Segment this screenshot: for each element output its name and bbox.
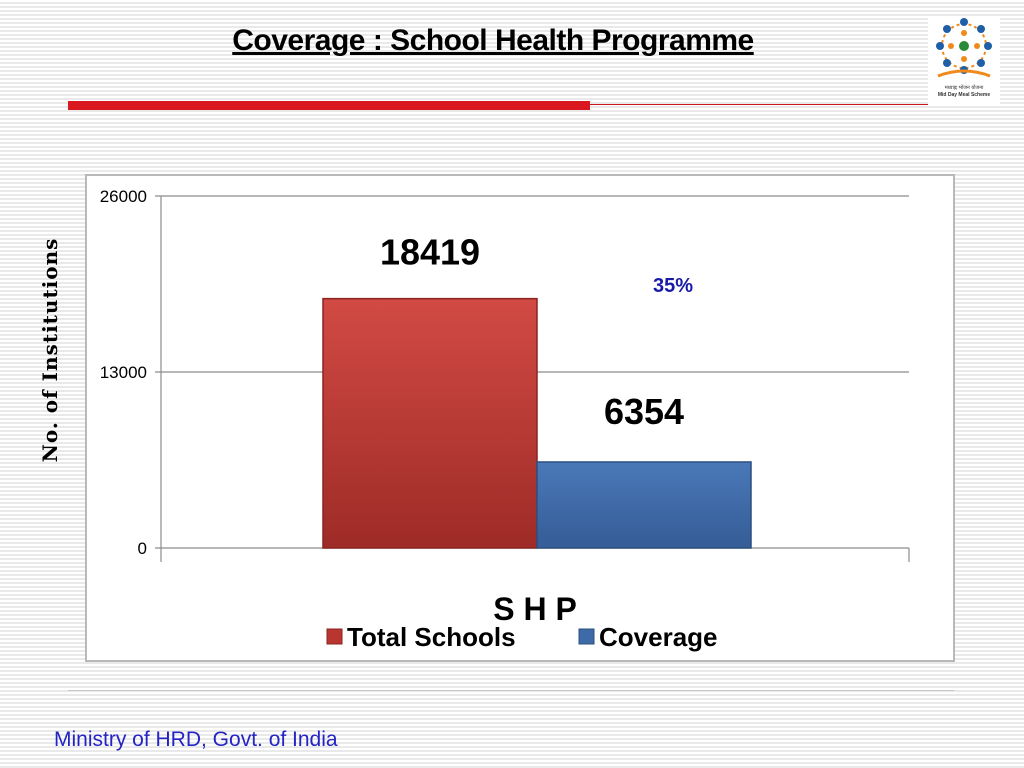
- legend-coverage-label: Coverage: [599, 622, 718, 652]
- legend-coverage-swatch: [578, 628, 595, 645]
- coverage-percent-annotation: 35%: [653, 275, 693, 297]
- bar-total-schools: [322, 297, 538, 549]
- footer-divider: [68, 690, 954, 691]
- data-label-coverage: 6354: [604, 391, 684, 432]
- legend-total-schools-swatch: [326, 628, 343, 645]
- logo-caption-hindi: मध्याह्न भोजन योजना: [944, 85, 984, 91]
- y-tick-label-2: 26000: [100, 187, 147, 206]
- mid-day-meal-logo: मध्याह्न भोजन योजना Mid Day Meal Scheme: [928, 16, 1000, 106]
- footer-ministry: Ministry of HRD, Govt. of India: [54, 728, 338, 751]
- title-accent-bar: [68, 101, 590, 110]
- bar-chart: 0 13000 26000 18419 6354 35% S H P Total Scho…: [100, 187, 910, 652]
- title-accent-line: [590, 104, 928, 105]
- legend-total-schools-label: Total Schools: [347, 622, 516, 652]
- data-label-total-schools: 18419: [380, 232, 480, 273]
- y-axis-title: No. of Institutions: [38, 237, 62, 463]
- y-tick-label-1: 13000: [100, 363, 147, 382]
- slide-title: Coverage : School Health Programme: [232, 24, 754, 57]
- chart-frame: 0 13000 26000 18419 6354 35% S H P Total Scho…: [85, 174, 955, 662]
- bar-coverage: [536, 461, 752, 549]
- x-axis-category-label: S H P: [493, 591, 577, 627]
- mid-day-meal-emblem-icon: [936, 18, 992, 78]
- y-tick-label-0: 0: [138, 539, 147, 558]
- logo-caption-english: Mid Day Meal Scheme: [937, 92, 991, 98]
